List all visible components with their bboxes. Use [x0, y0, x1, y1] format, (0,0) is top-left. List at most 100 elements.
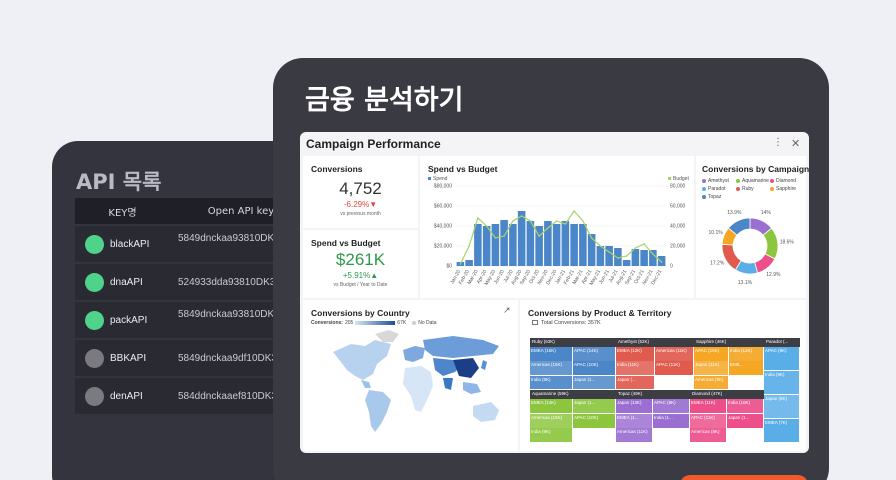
treemap-group-header[interactable]: Paradot (... — [764, 338, 800, 347]
budget-point[interactable] — [520, 215, 523, 217]
api-row[interactable]: packAPI 5849dnckaa93810DK3 — [75, 300, 312, 338]
treemap-cell[interactable]: Japan (1... — [573, 375, 616, 390]
campaign-legend-item[interactable]: Aquamarine — [736, 178, 769, 184]
spend-bar[interactable] — [535, 226, 543, 266]
treemap-cell[interactable]: Japan (... — [616, 375, 655, 390]
spend-bar[interactable] — [526, 221, 535, 266]
spend-bar[interactable] — [579, 224, 587, 266]
treemap-cell[interactable]: APAC (14K) — [573, 347, 616, 361]
map-russia[interactable] — [423, 336, 499, 358]
spend-bar[interactable] — [500, 220, 508, 266]
budget-point[interactable] — [494, 237, 497, 239]
treemap-cell[interactable]: Americas (15K) — [530, 413, 573, 428]
treemap-cell[interactable]: EMEA (16K) — [530, 347, 573, 361]
spend-bar[interactable] — [561, 221, 570, 266]
treemap-cell[interactable]: EMEA (12K) — [616, 347, 655, 361]
treemap-cell[interactable]: Americas (15K) — [530, 361, 573, 376]
treemap-cell[interactable]: Japan (11K) — [694, 361, 729, 376]
budget-point[interactable] — [643, 243, 645, 245]
treemap-cell[interactable]: India (1... — [653, 413, 690, 428]
campaign-legend-item[interactable]: Ruby — [736, 186, 754, 192]
campaign-legend-item[interactable]: Paradot — [702, 186, 726, 192]
treemap-cell[interactable]: Americas (9K) — [694, 375, 729, 390]
treemap-group-header[interactable]: Topaz (49K) — [616, 390, 690, 399]
treemap-cell[interactable]: APAC (10K) — [573, 361, 616, 376]
spend-bar[interactable] — [465, 260, 473, 266]
budget-point[interactable] — [529, 220, 532, 222]
treemap-cell[interactable]: EMEA (14K) — [530, 399, 573, 414]
expand-icon[interactable]: ↗ — [503, 305, 511, 315]
budget-point[interactable] — [547, 227, 549, 229]
treemap-cell[interactable]: India (9K) — [764, 371, 800, 395]
treemap-cell[interactable]: Americas (11K) — [655, 347, 694, 361]
spend-bar[interactable] — [570, 224, 578, 266]
budget-point[interactable] — [468, 245, 470, 247]
treemap-cell[interactable]: APAC (9K) — [764, 347, 800, 371]
spend-bar[interactable] — [596, 246, 605, 266]
api-row[interactable]: dnaAPI 524933dda93810DK3 — [75, 262, 312, 300]
budget-point[interactable] — [485, 225, 488, 227]
map-southeast-asia[interactable] — [463, 382, 481, 394]
spend-bar[interactable] — [587, 234, 596, 266]
budget-point[interactable] — [459, 263, 462, 265]
treemap-cell[interactable]: EMEA (11K) — [690, 399, 727, 414]
spend-bar[interactable] — [631, 249, 640, 266]
close-icon[interactable]: ✕ — [791, 138, 801, 150]
spend-bar[interactable] — [614, 248, 622, 266]
treemap-cell[interactable]: Americas (8K) — [690, 428, 727, 443]
treemap-group-header[interactable]: Sapphire (46K) — [694, 338, 764, 347]
treemap-group-header[interactable]: Diamond (47K) — [690, 390, 764, 399]
budget-point[interactable] — [555, 220, 558, 222]
spend-bar[interactable] — [509, 224, 517, 266]
treemap-group-header[interactable]: Ruby (63K) — [530, 338, 616, 347]
api-row[interactable]: denAPI 584ddnckaaef810DK3 — [75, 376, 312, 414]
spend-bar[interactable] — [517, 211, 526, 266]
spend-bar[interactable] — [552, 224, 561, 266]
budget-point[interactable] — [617, 257, 619, 259]
budget-point[interactable] — [608, 251, 610, 253]
budget-point[interactable] — [538, 235, 540, 237]
treemap-cell[interactable]: India (9K) — [530, 428, 573, 443]
budget-point[interactable] — [573, 210, 575, 212]
treemap-group-header[interactable]: Aquamarine (59K) — [530, 390, 616, 399]
campaign-legend-item[interactable]: Diamond — [770, 178, 796, 184]
treemap-cell[interactable]: India (12K) — [729, 347, 764, 361]
treemap-cell[interactable]: Japan (13K) — [616, 399, 653, 414]
treemap-cell[interactable]: EME... — [729, 361, 764, 376]
campaign-legend-item[interactable]: Amethyst — [702, 178, 729, 184]
budget-point[interactable] — [582, 220, 584, 222]
map-africa[interactable] — [403, 366, 433, 412]
treemap-cell[interactable]: APAC (11K) — [655, 361, 694, 376]
treemap-cell[interactable]: EMEA (7K) — [764, 419, 800, 443]
budget-point[interactable] — [625, 255, 628, 257]
spend-bar[interactable] — [649, 250, 657, 266]
api-row[interactable]: blackAPI 5849dnckaa93810DK3 — [75, 224, 312, 262]
spend-bar[interactable] — [622, 260, 631, 266]
budget-point[interactable] — [634, 247, 637, 249]
orange-action-button[interactable] — [680, 475, 808, 480]
spend-bar[interactable] — [657, 256, 666, 266]
map-australia[interactable] — [473, 402, 499, 422]
map-greenland[interactable] — [375, 330, 399, 342]
budget-point[interactable] — [590, 237, 593, 239]
donut-slice[interactable] — [727, 217, 751, 236]
budget-point[interactable] — [652, 253, 654, 255]
campaign-legend-item[interactable]: Topaz — [702, 194, 721, 200]
budget-point[interactable] — [503, 235, 505, 237]
spend-bar[interactable] — [544, 221, 552, 266]
budget-point[interactable] — [564, 223, 567, 225]
map-europe[interactable] — [403, 346, 425, 362]
campaign-legend-item[interactable]: Sapphire — [770, 186, 796, 192]
api-row[interactable]: BBKAPI 5849dnckaa9df10DK3 — [75, 338, 312, 376]
treemap-cell[interactable]: India (8K) — [530, 375, 573, 390]
map-india[interactable] — [443, 378, 453, 390]
treemap-cell[interactable]: APAC (10K) — [694, 347, 729, 361]
treemap-cell[interactable]: India (11K) — [616, 361, 655, 376]
spend-bar[interactable] — [491, 224, 500, 266]
spend-bar[interactable] — [640, 250, 648, 266]
treemap-cell[interactable]: Japan (1... — [573, 399, 616, 414]
treemap-cell[interactable]: APAC (10K) — [573, 413, 616, 428]
map-china[interactable] — [453, 358, 479, 378]
treemap-group-header[interactable]: Amethyst (52K) — [616, 338, 694, 347]
treemap-cell[interactable]: APAC (9K) — [653, 399, 690, 414]
